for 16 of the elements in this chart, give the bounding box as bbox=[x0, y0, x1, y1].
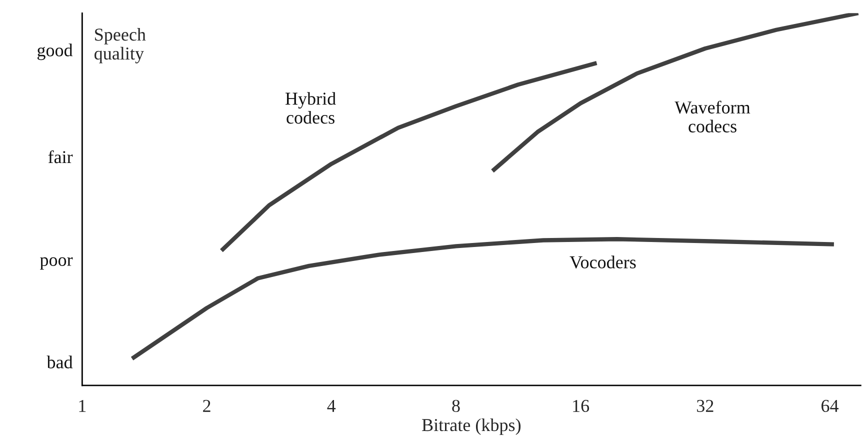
x-tick-label: 8 bbox=[452, 400, 460, 412]
x-tick-label: 1 bbox=[79, 400, 86, 412]
x-tick-label: 4 bbox=[327, 400, 336, 412]
x-axis-title: Bitrate (kbps) bbox=[422, 418, 521, 435]
text: bad bbox=[46, 356, 73, 368]
text: good bbox=[38, 44, 73, 60]
series-label: Hybrid codecs bbox=[285, 92, 336, 124]
x-tick-label: 32 bbox=[697, 400, 714, 412]
series-label: Vocoders bbox=[570, 256, 636, 268]
text: poor bbox=[40, 257, 73, 270]
x-tick-label: 16 bbox=[573, 400, 590, 412]
text: Waveform codecs bbox=[674, 100, 750, 132]
x-tick-label: 64 bbox=[822, 400, 839, 412]
y-axis-title: Speech quality bbox=[94, 28, 146, 64]
text: fair bbox=[48, 150, 73, 164]
x-tick-label: 2 bbox=[203, 400, 210, 412]
